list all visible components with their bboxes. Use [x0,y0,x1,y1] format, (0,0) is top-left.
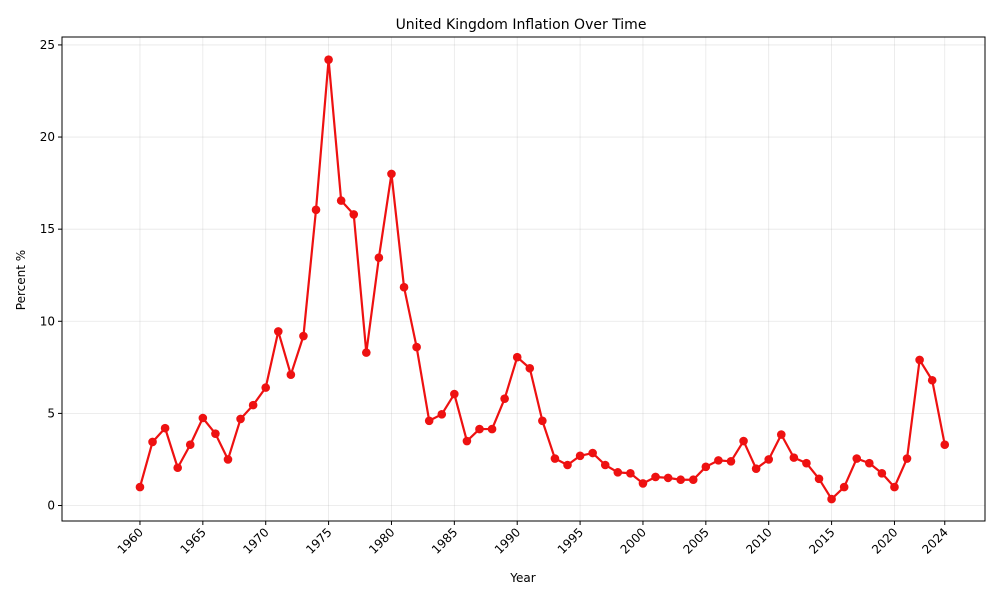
x-tick-label: 2020 [869,525,900,556]
y-tick-label: 10 [40,314,55,328]
data-point [776,430,786,439]
y-tick-label: 25 [40,38,55,52]
data-point [160,423,170,433]
data-point [324,55,333,64]
x-tick-label: 2005 [680,525,711,556]
series-line [138,58,946,501]
data-point [286,370,296,380]
data-point [940,440,950,450]
x-tick-label: 2024 [919,525,950,556]
x-tick-label: 2010 [743,525,774,556]
data-point [261,383,271,392]
data-point [563,460,572,470]
data-point [135,482,145,492]
data-point [575,451,585,461]
y-tick-label: 0 [47,499,55,513]
data-point [739,436,748,446]
data-point [487,424,497,434]
x-tick-label: 1985 [429,525,460,556]
data-point [852,454,862,463]
data-point [198,413,208,423]
data-point [462,436,472,446]
data-point [839,482,849,492]
data-point [374,253,384,263]
y-tick-label: 20 [40,130,55,144]
data-point [450,389,459,399]
chart-title: United Kingdom Inflation Over Time [396,17,647,33]
data-point [789,453,799,462]
data-point [726,457,736,466]
plot-area [61,36,986,522]
data-point [236,414,245,424]
data-point [663,473,673,483]
x-tick-label: 1980 [366,525,397,556]
data-point [248,400,258,410]
data-point [311,205,321,215]
x-axis: 1960 1965 1970 1975 1980 1985 1990 1995 2000 2005… [115,521,951,557]
data-point [299,331,308,341]
x-tick-label: 1995 [555,525,586,556]
data-point [651,472,660,482]
data-point [211,429,220,438]
data-point [173,463,182,473]
data-point [475,424,484,434]
data-point [890,482,899,492]
data-point [927,375,937,385]
data-point [387,169,396,179]
data-point [714,456,723,465]
data-point [915,355,924,365]
data-point [865,458,874,468]
data-point [600,460,610,470]
data-point [638,479,648,488]
x-tick-label: 1990 [492,525,523,556]
data-point [336,196,346,205]
series-inflation [135,55,950,504]
data-point [550,454,560,463]
x-tick-label: 1975 [303,525,334,556]
data-point [626,468,635,478]
data-point [424,416,434,426]
y-tick-label: 15 [40,222,55,236]
x-tick-label: 1960 [115,525,146,556]
data-point [814,474,824,484]
data-point [148,437,157,447]
data-point [676,475,685,485]
data-point [512,352,522,362]
data-point [877,468,887,478]
data-point [701,462,711,472]
data-point [751,464,761,473]
data-point [802,458,811,468]
data-point [412,342,421,352]
data-point [437,410,447,419]
x-axis-label: Year [509,571,535,585]
grid [62,37,985,521]
data-point [538,416,547,426]
y-axis-label: Percent % [14,250,28,310]
x-tick-label: 1970 [240,525,271,556]
data-point [349,210,359,219]
y-axis: 0 5 10 15 20 25 [40,38,62,513]
data-point [613,468,623,477]
data-point [588,448,597,458]
data-point [273,327,283,336]
data-point [185,440,195,450]
x-tick-label: 2015 [806,525,837,556]
data-point [688,475,698,485]
x-tick-label: 2000 [618,525,649,556]
data-point [399,282,409,292]
data-point [500,394,509,403]
data-point [525,363,535,373]
x-tick-label: 1965 [177,525,208,556]
data-point [764,455,774,464]
data-point [362,348,371,357]
data-point [827,494,836,504]
y-tick-label: 5 [47,406,55,420]
data-point [223,455,233,464]
data-point [902,454,912,463]
